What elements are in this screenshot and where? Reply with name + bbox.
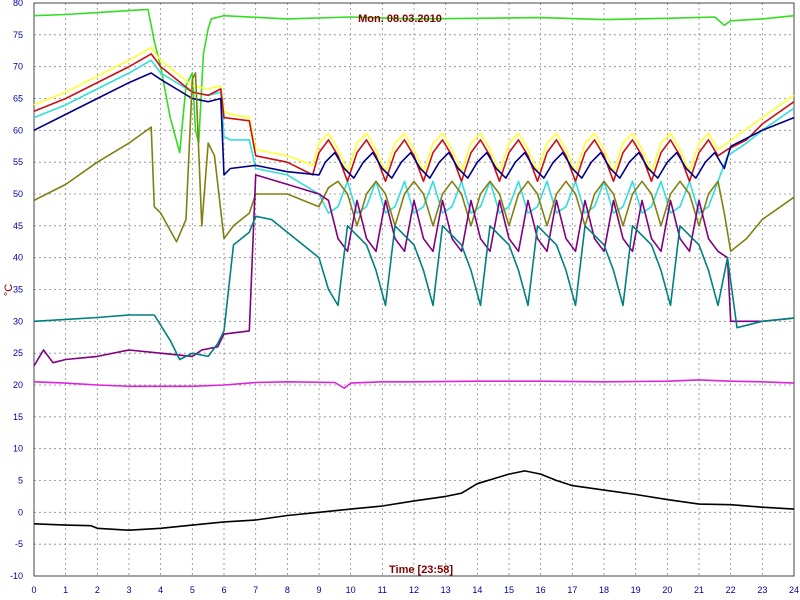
x-tick-label: 13 [441, 585, 451, 595]
y-tick-label: 25 [13, 348, 23, 358]
x-tick-label: 24 [789, 585, 799, 595]
series-line-7 [33, 174, 795, 367]
grid [33, 2, 795, 577]
y-tick-label: 10 [13, 444, 23, 454]
y-tick-label: 65 [13, 94, 23, 104]
x-tick-label: 5 [190, 585, 195, 595]
y-tick-label: 5 [18, 476, 23, 486]
x-tick-label: 11 [378, 585, 387, 595]
x-tick-label: 21 [694, 585, 704, 595]
x-tick-label: 17 [567, 585, 577, 595]
x-tick-label: 4 [158, 585, 163, 595]
x-tick-label: 18 [599, 585, 609, 595]
x-tick-label: 14 [472, 585, 482, 595]
x-tick-label: 3 [126, 585, 131, 595]
y-tick-label: 30 [13, 316, 23, 326]
series-line-5 [33, 72, 795, 179]
y-tick-labels: -10 -5 0 5 10 15 20 25 30 35 40 45 50 55 60 65 70 75 80 [10, 0, 23, 581]
x-tick-label: 2 [95, 585, 100, 595]
x-tick-label: 9 [316, 585, 321, 595]
x-tick-label: 0 [31, 585, 36, 595]
y-tick-label: 80 [13, 0, 23, 8]
y-tick-label: -5 [15, 539, 23, 549]
x-tick-label: 16 [536, 585, 546, 595]
series-line-3 [33, 59, 795, 214]
y-tick-label: 0 [18, 507, 23, 517]
y-tick-label: 60 [13, 125, 23, 135]
x-tick-label: 20 [662, 585, 672, 595]
x-tick-label: 12 [409, 585, 419, 595]
x-tick-label: 7 [253, 585, 258, 595]
y-tick-label: -10 [10, 571, 23, 581]
series-line-10 [33, 470, 795, 531]
x-tick-label: 22 [726, 585, 736, 595]
plot-frame [33, 2, 795, 577]
series-line-1 [33, 8, 795, 154]
x-axis-label: Time [23:58] [389, 564, 453, 576]
x-tick-labels: 0 1 2 3 4 5 6 7 8 9 10 11 12 13 14 15 16 17 18 19 20 21 22 23 24 [31, 585, 799, 595]
series-line-4 [33, 53, 795, 183]
y-tick-label: 35 [13, 285, 23, 295]
y-tick-label: 40 [13, 253, 23, 263]
x-tick-label: 1 [63, 585, 68, 595]
x-tick-label: 6 [221, 585, 226, 595]
y-axis-label: °C [3, 284, 15, 296]
series-line-6 [33, 72, 795, 253]
y-tick-label: 55 [13, 157, 23, 167]
series-line-9 [33, 379, 795, 389]
x-tick-label: 19 [631, 585, 641, 595]
y-tick-label: 75 [13, 30, 23, 40]
x-tick-label: 23 [757, 585, 767, 595]
series-lines [33, 8, 795, 531]
y-tick-label: 45 [13, 221, 23, 231]
series-line-8 [33, 215, 795, 361]
x-tick-label: 15 [504, 585, 514, 595]
y-tick-label: 70 [13, 62, 23, 72]
y-tick-label: 50 [13, 189, 23, 199]
x-tick-label: 10 [346, 585, 356, 595]
y-tick-label: 15 [13, 412, 23, 422]
x-tick-label: 8 [285, 585, 290, 595]
chart-title: Mon. 08.03.2010 [358, 13, 442, 25]
y-tick-label: 20 [13, 380, 23, 390]
